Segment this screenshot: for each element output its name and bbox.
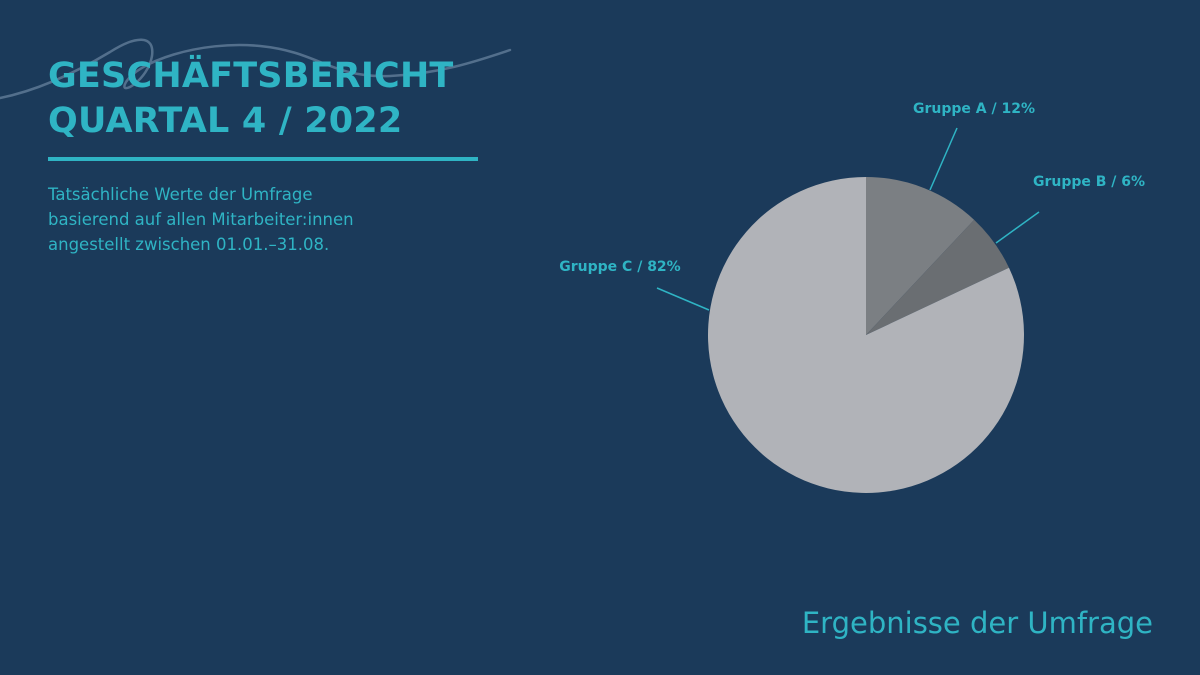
- leader-line-gruppe-a: [929, 127, 958, 191]
- footer-caption: Ergebnisse der Umfrage: [801, 606, 1153, 640]
- leader-line-gruppe-b: [995, 211, 1040, 244]
- title-line-1: GESCHÄFTSBERICHT: [48, 56, 454, 96]
- leader-line-gruppe-c: [656, 287, 710, 311]
- title-divider: [48, 157, 478, 161]
- subtitle-line-1: Tatsächliche Werte der Umfrage: [48, 185, 313, 204]
- pie-slice-gruppe-c: [707, 177, 1024, 493]
- page-title: GESCHÄFTSBERICHT QUARTAL 4 / 2022: [48, 54, 454, 144]
- pie-slice-gruppe-b: [866, 219, 1009, 335]
- subtitle: Tatsächliche Werte der Umfrage basierend…: [48, 182, 354, 257]
- pie-slice-gruppe-a: [866, 177, 975, 335]
- slice-label-gruppe-a: Gruppe A / 12%: [913, 101, 1035, 117]
- subtitle-line-2: basierend auf allen Mitarbeiter:innen: [48, 210, 354, 229]
- slice-label-gruppe-c: Gruppe C / 82%: [559, 259, 680, 275]
- subtitle-line-3: angestellt zwischen 01.01.–31.08.: [48, 235, 330, 254]
- title-line-2: QUARTAL 4 / 2022: [48, 101, 403, 141]
- slice-label-gruppe-b: Gruppe B / 6%: [1033, 174, 1145, 190]
